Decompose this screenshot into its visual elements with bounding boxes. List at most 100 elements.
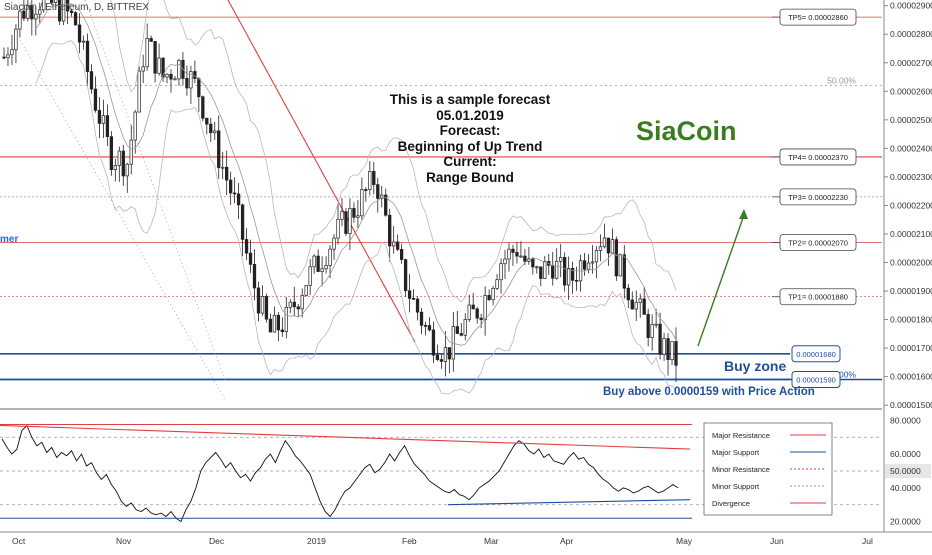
- candle-body: [22, 10, 26, 19]
- candle-body: [205, 117, 209, 125]
- candle-body: [105, 115, 110, 137]
- price-tick-label: 0.00002700: [890, 58, 932, 68]
- candle-body: [570, 267, 575, 281]
- candle-body: [18, 10, 22, 30]
- legend-label: Divergence: [712, 499, 750, 508]
- candle-body: [364, 189, 368, 191]
- candle-body: [443, 347, 448, 362]
- legend-label: Minor Support: [712, 482, 760, 491]
- candle-body: [447, 347, 451, 360]
- candle-body: [582, 260, 587, 270]
- candle-body: [650, 323, 654, 338]
- candle-body: [97, 109, 102, 124]
- candle-body: [674, 341, 678, 366]
- candle-body: [435, 354, 440, 360]
- candle-body: [260, 296, 265, 314]
- forecast-line: This is a sample forecast: [389, 92, 551, 107]
- candle-body: [58, 0, 62, 22]
- candle-body: [54, 0, 58, 3]
- candle-body: [89, 71, 94, 90]
- price-tick-label: 0.00002000: [890, 257, 932, 267]
- price-tick-label: 0.00002600: [890, 86, 932, 96]
- candle-body: [483, 295, 487, 320]
- candle-body: [141, 66, 145, 72]
- candle-body: [658, 323, 662, 355]
- candle-body: [145, 38, 149, 68]
- buy-zone-price-box: [791, 370, 841, 388]
- price-tick-label: 0.00002100: [890, 229, 932, 239]
- candle-body: [507, 248, 511, 260]
- candle-body: [666, 338, 670, 361]
- time-axis-label: Dec: [209, 536, 225, 546]
- price-tick-label: 0.00001500: [890, 400, 932, 410]
- candle-body: [463, 319, 467, 336]
- candle-body: [610, 239, 615, 254]
- candle-body: [264, 296, 269, 320]
- buy-zone-price-label: 0.00001680: [796, 350, 836, 359]
- take-profit-label: TP5= 0.00002860: [788, 13, 848, 22]
- candle-body: [42, 0, 46, 11]
- candle-body: [229, 179, 233, 194]
- candle-body: [197, 78, 201, 98]
- candle-body: [10, 49, 14, 56]
- bollinger-upper: [110, 0, 677, 303]
- candle-body: [459, 333, 463, 336]
- candle-body: [419, 311, 424, 326]
- candle-body: [225, 166, 229, 181]
- time-axis-label: Oct: [12, 536, 26, 546]
- candle-body: [240, 204, 245, 240]
- legend-label: Minor Resistance: [712, 465, 770, 474]
- price-tick-label: 0.00002200: [890, 200, 932, 210]
- candle-body: [360, 189, 364, 217]
- candle-body: [38, 9, 42, 15]
- time-axis-label: Mar: [484, 536, 499, 546]
- candle-body: [185, 78, 189, 89]
- candle-body: [252, 263, 257, 289]
- take-profit-box: [779, 288, 857, 306]
- candle-body: [201, 96, 205, 119]
- time-axis-label: 2019: [307, 536, 326, 546]
- candle-body: [467, 304, 471, 320]
- candle-body: [328, 248, 332, 266]
- take-profit-label: TP3= 0.00002230: [788, 193, 848, 202]
- candle-body: [193, 71, 197, 79]
- candle-body: [276, 314, 281, 331]
- downtrend-line: [227, 0, 416, 343]
- candle-body: [411, 298, 416, 300]
- candle-body: [288, 301, 292, 308]
- forecast-note: This is a sample forecast 05.01.2019 For…: [360, 92, 580, 185]
- price-tick-label: 0.00002900: [890, 1, 932, 11]
- candle-body: [30, 5, 34, 20]
- candle-body: [566, 267, 571, 286]
- candle-body: [423, 324, 428, 327]
- candle-body: [161, 57, 165, 78]
- candle-body: [109, 136, 114, 170]
- candle-body: [292, 301, 296, 308]
- candle-body: [272, 314, 277, 333]
- legend-label: Major Support: [712, 448, 760, 457]
- candle-body: [316, 255, 320, 272]
- candle-body: [244, 239, 249, 254]
- take-profit-label: TP1= 0.00001880: [788, 293, 848, 302]
- time-axis-label: Jun: [770, 536, 784, 546]
- candle-body: [543, 261, 547, 279]
- candle-body: [388, 214, 392, 247]
- candle-body: [101, 115, 106, 124]
- candle-body: [77, 24, 82, 43]
- candle-body: [455, 326, 459, 334]
- candle-body: [213, 130, 217, 134]
- candle-body: [555, 260, 559, 279]
- candle-body: [499, 263, 503, 281]
- candle-body: [332, 237, 336, 250]
- candle-body: [630, 299, 634, 310]
- candle-body: [662, 338, 666, 355]
- candle-body: [50, 0, 54, 3]
- candle-body: [209, 123, 213, 134]
- candle-body: [427, 325, 432, 331]
- price-tick-label: 0.00002300: [890, 172, 932, 182]
- bollinger-mid: [35, 3, 677, 346]
- symbol-title: Siacoin / Ethereum, D, BITTREX: [4, 2, 150, 13]
- candle-body: [256, 287, 261, 314]
- buy-zone-price-label: 0.00001590: [796, 375, 836, 384]
